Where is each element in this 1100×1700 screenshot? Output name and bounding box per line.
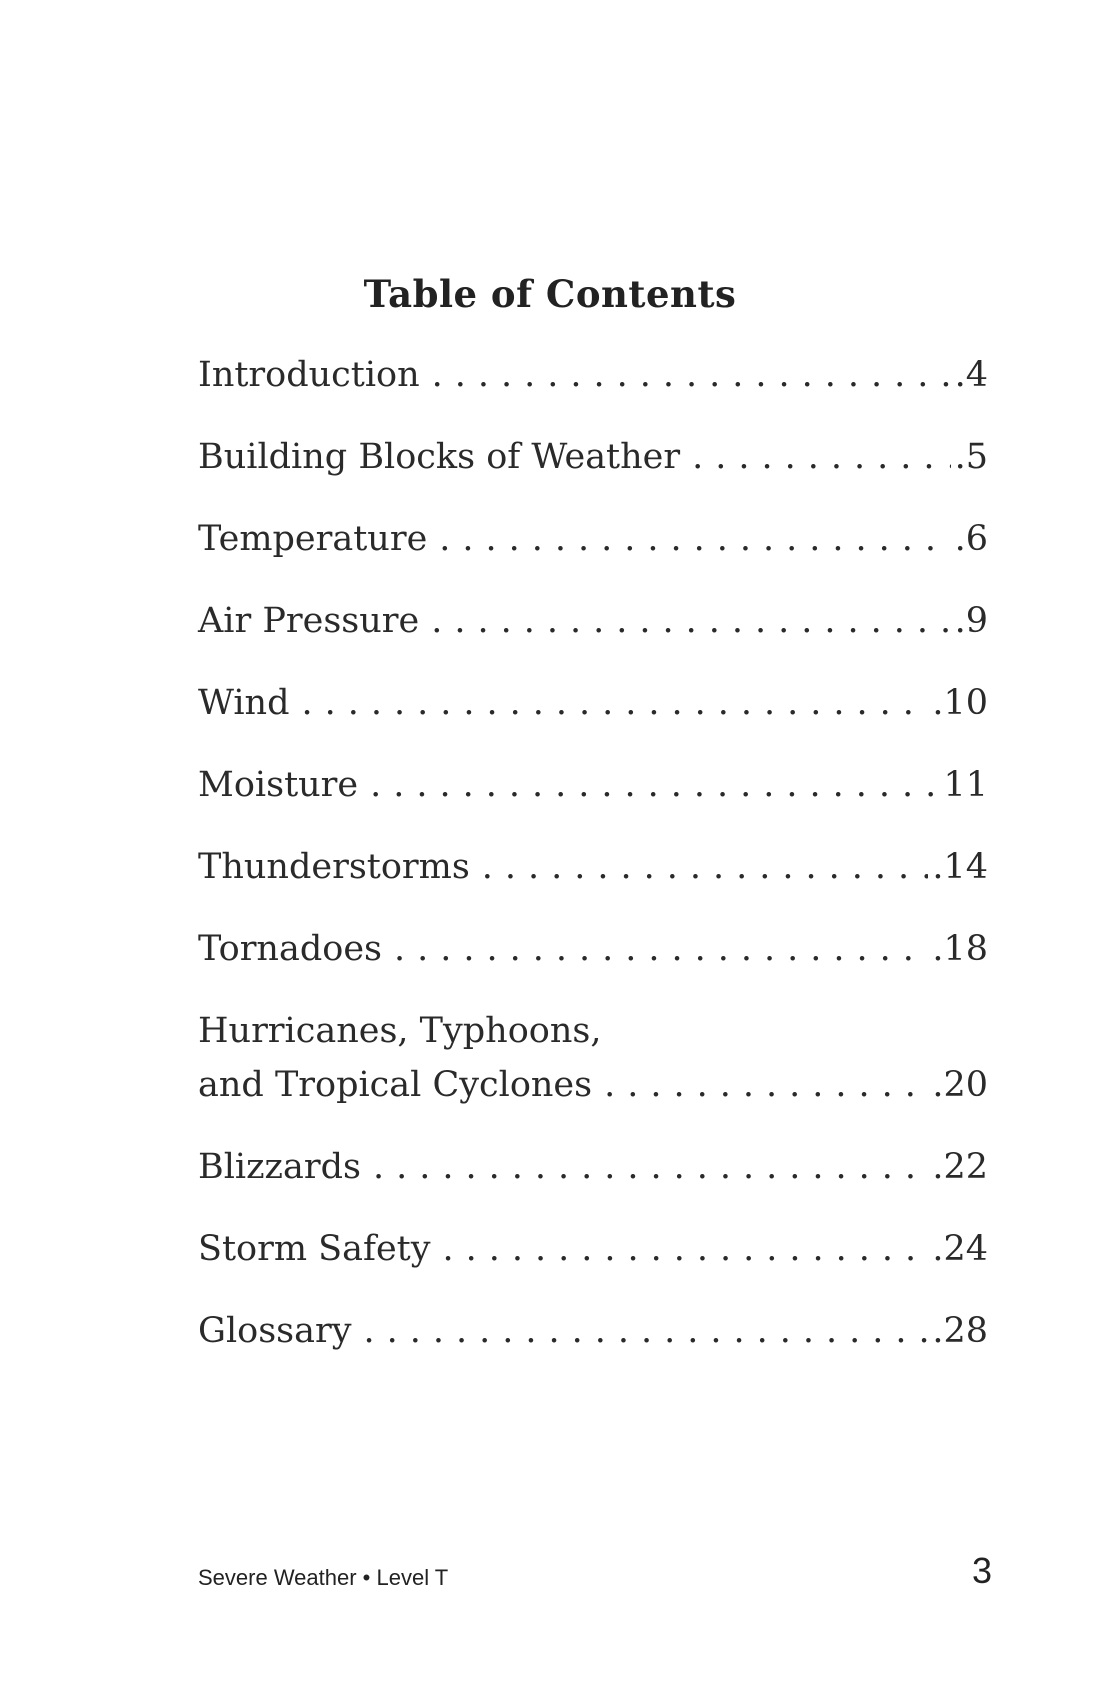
toc-entry-line-2: and Tropical Cyclones ..................… (198, 1058, 988, 1112)
toc-entry-introduction[interactable]: Introduction ...........................… (198, 348, 988, 402)
toc-entry-tornadoes[interactable]: Tornadoes ..............................… (198, 922, 988, 976)
toc-entry-page: .22 (932, 1147, 988, 1187)
toc-entry-page: .14 (932, 847, 988, 887)
toc-entry-page: .9 (954, 601, 988, 641)
footer-book-title: Severe Weather • Level T (198, 1565, 449, 1590)
toc-entry-page: .20 (932, 1065, 988, 1105)
toc-entry-label: Wind (198, 683, 290, 723)
dot-leader: ........................................… (439, 519, 950, 559)
dot-leader: ........................................… (431, 601, 950, 641)
toc-entry-label-line-2: and Tropical Cyclones (198, 1065, 593, 1105)
toc-entry-page: .18 (932, 929, 988, 969)
toc-entry-label: Temperature (198, 519, 428, 559)
toc-entry-air-pressure[interactable]: Air Pressure ...........................… (198, 594, 988, 648)
toc-entry-temperature[interactable]: Temperature ............................… (198, 512, 988, 566)
toc-entry-glossary[interactable]: Glossary ...............................… (198, 1304, 988, 1358)
page-title: Table of Contents (363, 272, 737, 316)
toc-entry-building-blocks[interactable]: Building Blocks of Weather .............… (198, 430, 988, 484)
toc-entry-label: Moisture (198, 765, 359, 805)
toc-entry-label: Blizzards (198, 1147, 361, 1187)
toc-entry-label-line-1: Hurricanes, Typhoons, (198, 1011, 602, 1051)
toc-entry-page: .10 (932, 683, 988, 723)
toc-entry-storm-safety[interactable]: Storm Safety ...........................… (198, 1222, 988, 1276)
dot-leader: ........................................… (363, 1311, 929, 1351)
toc-entry-thunderstorms[interactable]: Thunderstorms ..........................… (198, 840, 988, 894)
dot-leader: ........................................… (431, 355, 951, 395)
footer-page-number: 3 (971, 1550, 992, 1591)
table-of-contents: Introduction ...........................… (198, 348, 988, 1386)
dot-leader: ........................................… (394, 929, 928, 969)
toc-entry-label: Building Blocks of Weather (198, 437, 681, 477)
toc-entry-page: 11 (943, 765, 988, 805)
dot-leader: ........................................… (481, 847, 929, 887)
toc-entry-page: .6 (954, 519, 988, 559)
toc-entry-label: Thunderstorms (198, 847, 470, 887)
dot-leader: ........................................… (372, 1147, 928, 1187)
toc-entry-hurricanes[interactable]: Hurricanes, Typhoons, and Tropical Cyclo… (198, 1004, 988, 1112)
toc-entry-label: Introduction (198, 355, 420, 395)
toc-entry-label: Glossary (198, 1311, 352, 1351)
dot-leader: ........................................… (604, 1065, 928, 1105)
dot-leader: ........................................… (301, 683, 929, 723)
toc-entry-page: .4 (954, 355, 988, 395)
toc-entry-moisture[interactable]: Moisture ...............................… (198, 758, 988, 812)
toc-entry-wind[interactable]: Wind ...................................… (198, 676, 988, 730)
dot-leader: ........................................… (370, 765, 939, 805)
toc-entry-label: Storm Safety (198, 1229, 431, 1269)
toc-entry-label: Tornadoes (198, 929, 382, 969)
toc-entry-page: .24 (932, 1229, 988, 1269)
toc-entry-blizzards[interactable]: Blizzards ..............................… (198, 1140, 988, 1194)
dot-leader: ........................................… (442, 1229, 929, 1269)
toc-entry-page: .5 (954, 437, 988, 477)
toc-entry-line-1: Hurricanes, Typhoons, (198, 1004, 988, 1058)
dot-leader: ........................................… (692, 437, 950, 477)
toc-entry-label: Air Pressure (198, 601, 420, 641)
toc-entry-page: .28 (932, 1311, 988, 1351)
